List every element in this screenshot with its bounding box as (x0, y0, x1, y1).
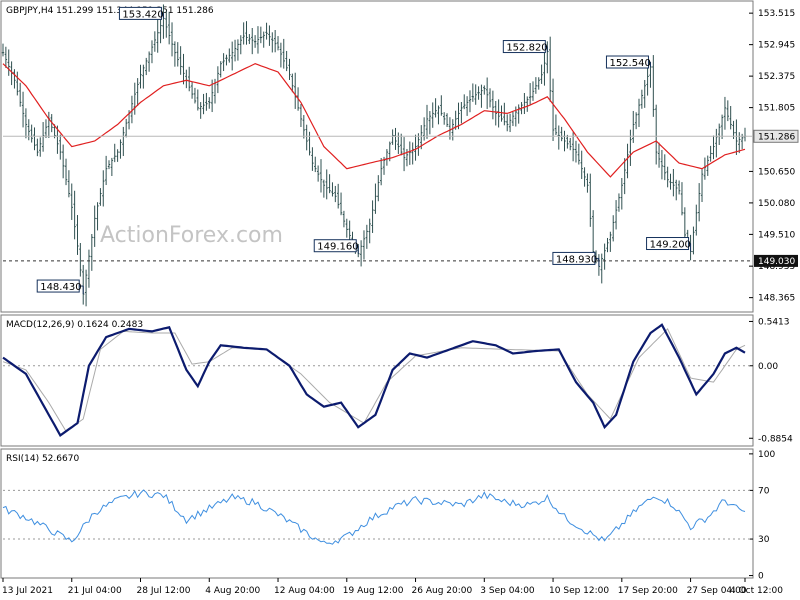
time-tick-label: 26 Aug 20:00 (412, 586, 473, 596)
current-price-box (753, 129, 799, 143)
annotation-label: 148.930 (556, 254, 597, 265)
price-tick-label: 153.515 (758, 9, 795, 19)
annotation-label: 152.820 (506, 43, 547, 54)
time-tick-label: 17 Sep 20:00 (618, 586, 678, 596)
rsi-tick-label: 70 (758, 486, 770, 496)
rsi-panel-frame (0, 448, 754, 579)
rsi-tick-label: 30 (758, 535, 770, 545)
ma-line (2, 63, 746, 178)
rsi-line (2, 489, 746, 545)
macd-lines (2, 323, 746, 438)
time-tick-label: 19 Aug 12:00 (343, 586, 404, 596)
price-panel-title: GBPJPY,H4 151.299 151.344 151.251 151.28… (6, 6, 214, 16)
macd-tick-label: 0.00 (758, 362, 778, 372)
annotation-label: 153.420 (122, 9, 163, 20)
macd-tick-label: -0.8854 (758, 434, 793, 444)
moving-average (2, 63, 746, 178)
rsi-tick-label: 100 (758, 450, 775, 460)
macd-tick-label: 0.5413 (758, 317, 790, 327)
watermark: ActionForex.com (100, 223, 283, 248)
time-tick-label: 27 Sep 04:00 (687, 586, 747, 596)
annotation-label: 148.430 (40, 282, 81, 293)
time-tick-label: 21 Jul 04:00 (68, 586, 122, 596)
support-box (754, 254, 798, 267)
rsi-panel-title: RSI(14) 52.6670 (6, 454, 79, 464)
annotation-label: 152.540 (609, 58, 650, 69)
price-tick-label: 150.650 (758, 167, 795, 177)
time-tick-label: 13 Jul 2021 (2, 586, 53, 596)
rsi-lines (2, 489, 746, 545)
time-axis: 13 Jul 2021 21 Jul 04:00 28 Jul 12:00 4 Aug… (2, 578, 783, 596)
rsi-axis: 100 70 30 0 (3, 450, 775, 582)
annotation-label: 149.160 (317, 242, 358, 253)
price-tick-label: 152.945 (758, 41, 795, 51)
price-tick-label: 148.935 (758, 262, 795, 272)
time-tick-label: 3 Sep 04:00 (480, 586, 535, 596)
time-tick-label: 4 Oct 12:00 (730, 586, 783, 596)
macd-line (2, 323, 746, 438)
time-tick-label: 10 Sep 12:00 (549, 586, 609, 596)
time-tick-label: 12 Aug 04:00 (274, 586, 335, 596)
price-axis: 153.515 152.945 152.375 151.805 150.650 150.0… (749, 9, 795, 304)
price-panel-frame (0, 0, 754, 313)
macd-panel-title: MACD(12,26,9) 0.1624 0.2483 (6, 320, 143, 330)
price-annotations: 153.420 148.430 149.160 152.820 148.930 152.5… (36, 6, 692, 295)
time-tick-label: 4 Aug 20:00 (205, 586, 260, 596)
macd-axis: 0.5413 0.00 -0.8854 (3, 317, 793, 444)
price-tick-label: 148.365 (758, 294, 795, 304)
annotation-label: 149.200 (650, 240, 691, 251)
price-tick-label: 150.080 (758, 199, 795, 209)
time-tick-label: 28 Jul 12:00 (137, 586, 191, 596)
current-price-label: 151.286 (758, 132, 795, 142)
price-tick-label: 152.375 (758, 72, 795, 82)
price-tick-label: 151.805 (758, 104, 795, 114)
rsi-tick-label: 0 (758, 572, 764, 582)
price-tick-label: 149.510 (758, 230, 795, 240)
price-levels: 151.286 149.030 (3, 129, 799, 267)
support-label: 149.030 (758, 257, 795, 267)
